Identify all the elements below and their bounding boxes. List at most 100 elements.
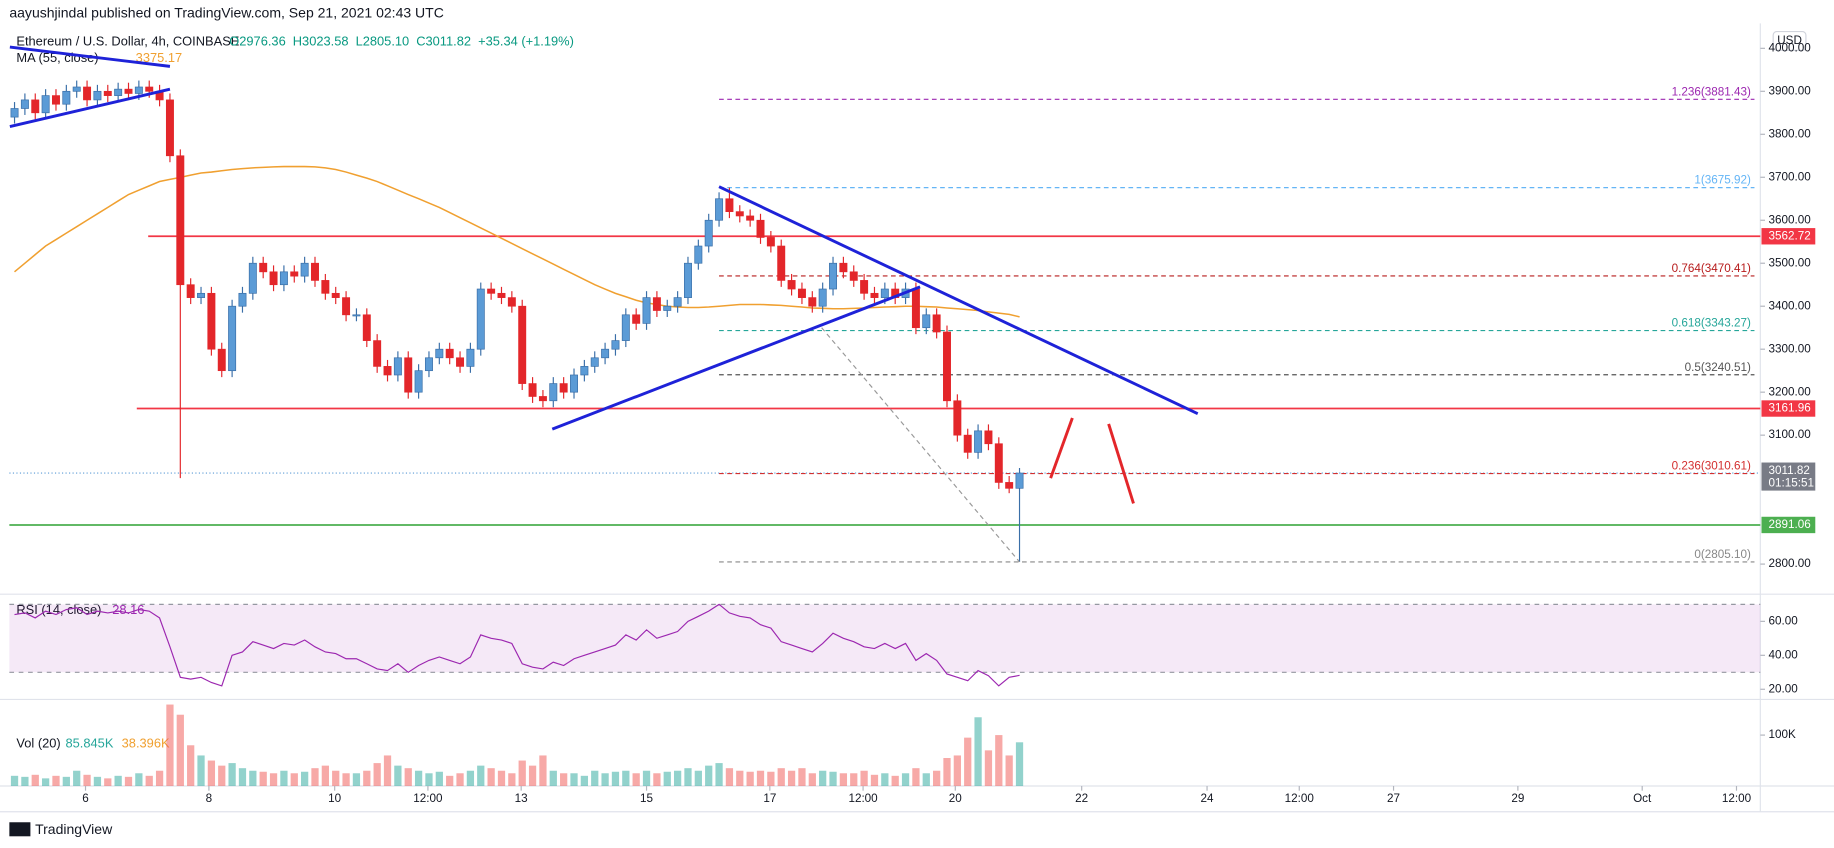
volume-bar — [539, 755, 547, 787]
candle-body — [787, 280, 796, 290]
volume-bar — [155, 770, 164, 787]
candle-body — [518, 305, 527, 384]
candle-body — [300, 262, 309, 277]
candle-body — [165, 99, 174, 157]
candle-body — [31, 99, 40, 114]
volume-bar — [10, 775, 19, 787]
volume-bar — [974, 717, 982, 787]
candle-body — [72, 86, 81, 92]
fib-label: 0.236(3010.61) — [1672, 460, 1751, 473]
candle-body — [331, 292, 340, 298]
currency[interactable]: USD — [1777, 34, 1802, 47]
ma-value: 3375.17 — [136, 50, 182, 65]
level-badge — [1761, 400, 1816, 417]
volume-bar — [694, 770, 702, 787]
y-tick-label: 4000.00 — [1769, 41, 1812, 54]
volume-bar — [404, 768, 412, 787]
candle-body — [269, 271, 278, 286]
volume-bar — [466, 770, 475, 787]
y-tick-label: 3700.00 — [1769, 170, 1812, 183]
currency-button[interactable] — [1772, 30, 1807, 51]
volume-bar — [93, 776, 102, 787]
volume-bar — [653, 773, 661, 787]
volume-bar — [269, 773, 278, 787]
ohlc-value: +35.34 (+1.19%) — [478, 34, 574, 49]
volume-bar — [104, 778, 112, 787]
ohlc-value: O2976.36 — [229, 34, 286, 49]
candle-body — [766, 237, 775, 247]
candle-body — [279, 271, 288, 286]
volume-bar — [684, 768, 692, 787]
candle-body — [704, 219, 713, 247]
candle-body — [217, 348, 226, 372]
volume-bar — [673, 770, 682, 787]
volume-bar — [777, 768, 785, 787]
candle-body — [393, 357, 402, 376]
volume-bar — [497, 770, 506, 787]
candle-body — [932, 314, 941, 333]
trendline — [9, 45, 171, 68]
candle-body — [476, 288, 485, 350]
candle-body — [207, 292, 216, 350]
candle-body — [197, 292, 206, 298]
volume-bar — [860, 770, 868, 787]
x-tick-label: 27 — [1387, 792, 1400, 805]
candle-body — [404, 357, 413, 393]
volume-bar — [570, 773, 578, 787]
candle-body — [487, 288, 496, 294]
candle-body — [984, 430, 993, 445]
volume-bar — [145, 775, 153, 787]
y-tick-label: 3100.00 — [1769, 428, 1812, 441]
volume-bar — [953, 755, 961, 787]
candle-body — [818, 288, 827, 307]
candle-body — [228, 305, 237, 372]
arrow-stroke — [1107, 423, 1135, 504]
volume-bar — [580, 775, 589, 787]
volume-bar — [622, 770, 630, 787]
volume-bar — [394, 765, 402, 787]
candle-body — [694, 245, 703, 264]
candle-body — [715, 198, 724, 221]
volume-bar — [725, 768, 734, 787]
volume-bar — [332, 770, 340, 787]
candle-body — [570, 374, 578, 393]
candle-body — [176, 155, 185, 286]
rsi-tick-label: 40.00 — [1769, 648, 1799, 661]
fib-label: 0.618(3343.27) — [1672, 317, 1751, 330]
volume-bar — [21, 776, 29, 787]
volume-bar — [705, 765, 713, 787]
candle-body — [611, 340, 620, 350]
volume-bar — [383, 755, 392, 787]
volume-bar — [995, 735, 1003, 787]
candle-body — [41, 95, 50, 114]
candle-body — [435, 348, 444, 359]
volume-bar — [922, 773, 930, 787]
last-price-badge — [1761, 462, 1816, 491]
volume-bar — [363, 770, 371, 787]
volume-bar — [746, 771, 754, 787]
volume-bar — [41, 778, 50, 787]
volume-bar — [850, 773, 858, 787]
volume-bar — [756, 770, 765, 787]
y-tick-label: 3300.00 — [1769, 342, 1812, 355]
vol-ma-value: 38.396K — [122, 735, 170, 750]
volume-bar — [736, 770, 744, 787]
candle-body — [808, 297, 817, 307]
arrow-stroke — [1049, 417, 1074, 479]
candle-body — [321, 280, 330, 294]
volume-bar — [238, 768, 247, 787]
candle-body — [373, 340, 382, 367]
volume-bar — [663, 771, 671, 787]
candle-body — [880, 288, 889, 298]
fib-label: 1(3675.92) — [1694, 174, 1751, 187]
candle-body — [911, 288, 920, 329]
rsi-tick-label: 20.00 — [1769, 682, 1799, 695]
volume-bar — [52, 775, 60, 787]
volume-bar — [207, 760, 216, 787]
rsi-band — [9, 604, 1761, 673]
candle-body — [839, 262, 848, 273]
candle-body — [528, 383, 537, 397]
x-tick-label: 12:00 — [1285, 792, 1315, 805]
candle-body — [797, 288, 806, 298]
